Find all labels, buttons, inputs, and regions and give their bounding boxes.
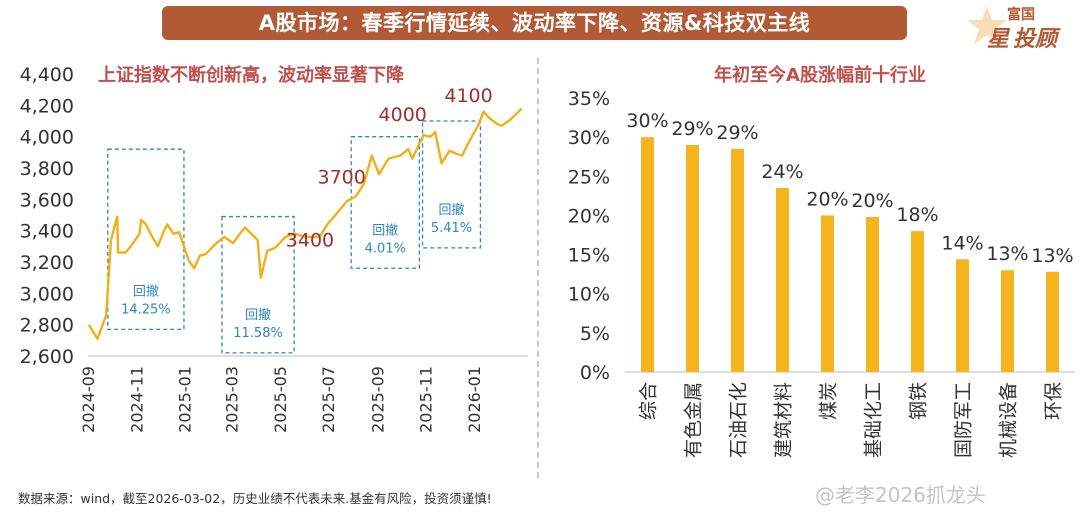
y-tick-label: 4,200 — [20, 95, 74, 117]
bar-y-tick-label: 0% — [580, 362, 610, 384]
x-tick-label: 2025-03 — [222, 366, 241, 433]
bar-category-label: 建筑材料 — [773, 382, 795, 458]
line-chart: 上证指数不断创新高，波动率显著下降 2,600 2,800 3,000 3,200 3,… — [20, 64, 528, 433]
drawdown-label: 回撤 — [372, 222, 398, 238]
bar-value-label: 30% — [626, 110, 668, 132]
bar — [911, 231, 924, 372]
x-tick-label: 2025-01 — [176, 366, 195, 433]
drawdown-box — [221, 215, 295, 354]
index-line — [87, 107, 523, 340]
bar-category-label: 环保 — [1043, 382, 1065, 420]
bar-value-label: 14% — [941, 232, 983, 254]
bar-value-label: 24% — [761, 161, 803, 183]
watermark: @老李2026抓龙头 — [815, 483, 986, 507]
level-label: 3700 — [318, 167, 366, 189]
bar-category-label: 基础化工 — [863, 382, 885, 458]
bar-chart-axes: 0% 5% 10% 15% 20% 25% 30% 35% — [568, 88, 1075, 384]
level-labels: 3700 3400 4000 4100 — [286, 85, 493, 251]
y-tick-label: 3,000 — [20, 283, 74, 305]
logo-graphic: 富国 星 投顾 — [967, 6, 1061, 52]
x-tick-label: 2025-11 — [417, 366, 436, 433]
y-tick-label: 3,400 — [20, 221, 74, 243]
line-chart-axes: 2,600 2,800 3,000 3,200 3,400 3,600 3,800 4,000… — [20, 64, 528, 433]
bar-y-tick-label: 15% — [568, 245, 610, 267]
drawdown-value: 11.58% — [233, 326, 283, 341]
bar-value-label: 20% — [851, 190, 893, 212]
y-tick-label: 2,800 — [20, 315, 74, 337]
bar-value-label: 13% — [1031, 245, 1073, 267]
bar-y-tick-label: 10% — [568, 284, 610, 306]
drawdown-boxes: 回撤 14.25% 回撤 11.58% 回撤 4.01% 回撤 5.41% — [107, 120, 482, 354]
bar — [1046, 271, 1059, 372]
x-tick-label: 2024-11 — [127, 366, 146, 433]
drawdown-label: 回撤 — [438, 202, 464, 218]
drawdown-box — [421, 120, 482, 249]
y-tick-label: 2,600 — [20, 346, 74, 368]
bar-category-label: 国防军工 — [953, 382, 975, 458]
bar — [956, 259, 969, 372]
bar-value-label: 18% — [896, 204, 938, 226]
bar — [641, 137, 654, 372]
bar-y-tick-label: 35% — [568, 88, 610, 110]
bar-category-label: 煤炭 — [818, 382, 840, 420]
star-icon — [967, 6, 1007, 44]
y-tick-label: 3,600 — [20, 189, 74, 211]
drawdown-box — [107, 148, 185, 331]
x-tick-label: 2026-01 — [465, 366, 484, 433]
bar-category-label: 石油石化 — [728, 382, 750, 458]
bar-category-label: 机械设备 — [998, 382, 1020, 458]
x-tick-label: 2025-05 — [271, 366, 290, 433]
y-tick-label: 3,200 — [20, 252, 74, 274]
bar-category-label: 综合 — [638, 382, 660, 420]
logo-top-text: 富国 — [1007, 6, 1035, 23]
drawdown-value: 5.41% — [431, 221, 472, 236]
bar-value-label: 20% — [806, 188, 848, 210]
banner-title: A股市场：春季行情延续、波动率下降、资源&科技双主线 — [258, 11, 811, 35]
bar — [1001, 270, 1014, 372]
brand-logo: 富国 星 投顾 — [965, 2, 1075, 54]
drawdown-value: 4.01% — [365, 241, 406, 256]
footer-note: 数据来源：wind，截至2026-03-02，历史业绩不代表未来.基金有风险，投… — [18, 491, 492, 506]
bar-category-label: 有色金属 — [683, 382, 705, 458]
bar — [731, 148, 744, 372]
banner: A股市场：春季行情延续、波动率下降、资源&科技双主线 — [162, 6, 907, 40]
drawdown-label: 回撤 — [133, 283, 159, 299]
bar — [776, 188, 789, 372]
drawdown-box — [350, 136, 421, 269]
y-tick-label: 4,000 — [20, 127, 74, 149]
bar-value-label: 29% — [671, 118, 713, 140]
bar-category-label: 钢铁 — [908, 382, 930, 420]
drawdown-value: 14.25% — [121, 302, 171, 317]
drawdown-label: 回撤 — [245, 307, 271, 323]
x-tick-label: 2025-09 — [368, 366, 387, 433]
bar — [866, 216, 879, 372]
bar-chart-title: 年初至今A股涨幅前十行业 — [714, 64, 926, 86]
bar-value-label: 13% — [986, 243, 1028, 265]
level-label: 4100 — [444, 85, 492, 107]
bar-y-tick-label: 30% — [568, 127, 610, 149]
bar-y-tick-label: 25% — [568, 166, 610, 188]
bar-chart: 年初至今A股涨幅前十行业 0% 5% 10% 15% 20% 25% 30% 35% 30% 综… — [568, 64, 1075, 458]
y-tick-label: 3,800 — [20, 158, 74, 180]
bar-value-label: 29% — [716, 122, 758, 144]
logo-left-text: 星 — [987, 27, 1011, 52]
level-label: 4000 — [379, 104, 427, 126]
x-tick-label: 2024-09 — [79, 366, 98, 433]
y-tick-label: 4,400 — [20, 64, 74, 86]
bar-y-tick-label: 5% — [580, 323, 610, 345]
x-tick-label: 2025-07 — [319, 366, 338, 433]
bar-marks: 30% 综合 29% 有色金属 29% 石油石化 24% 建筑材料 20% 煤炭 20% 基础化工 18… — [626, 110, 1073, 458]
bar — [686, 144, 699, 372]
bar — [821, 215, 834, 372]
logo-right-text: 投顾 — [1013, 27, 1061, 52]
level-label: 3400 — [286, 229, 334, 251]
line-chart-title: 上证指数不断创新高，波动率显著下降 — [98, 64, 405, 86]
panel-divider — [537, 58, 539, 478]
bar-y-tick-label: 20% — [568, 205, 610, 227]
